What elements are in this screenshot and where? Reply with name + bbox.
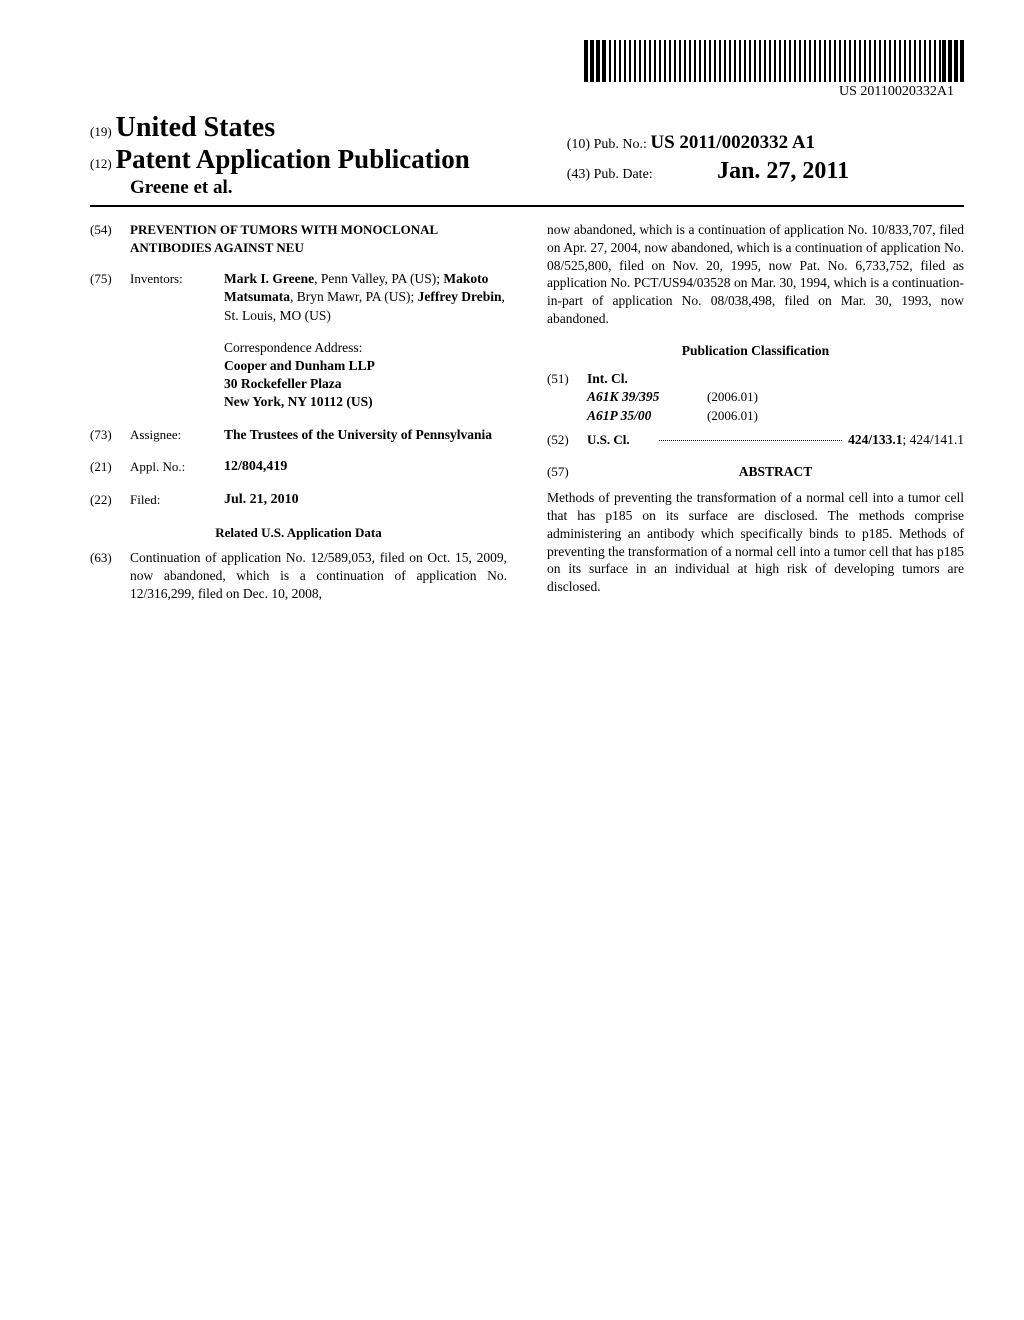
- title-text: PREVENTION OF TUMORS WITH MONOCLONAL ANT…: [130, 221, 507, 256]
- correspondence-label: Correspondence Address:: [224, 339, 507, 357]
- assignee-field: (73) Assignee: The Trustees of the Unive…: [90, 426, 507, 444]
- uscl-label: U.S. Cl.: [587, 431, 659, 449]
- correspondence-line: 30 Rockefeller Plaza: [224, 376, 341, 391]
- abstract-code: (57): [547, 463, 587, 489]
- uscl-dots: [659, 440, 842, 449]
- applno-field: (21) Appl. No.: 12/804,419: [90, 458, 507, 477]
- intcl-label: Int. Cl.: [587, 371, 628, 386]
- title-code: (54): [90, 221, 130, 256]
- uscl-field: (52) U.S. Cl. 424/133.1; 424/141.1: [547, 431, 964, 449]
- title-field: (54) PREVENTION OF TUMORS WITH MONOCLONA…: [90, 221, 507, 256]
- inventor-name: Jeffrey Drebin: [418, 289, 502, 304]
- assignee-code: (73): [90, 426, 130, 444]
- barcode: [584, 40, 964, 82]
- intcl-class: A61K 39/395: [587, 388, 707, 406]
- abstract-body: Methods of preventing the transformation…: [547, 489, 964, 596]
- pubdate-label: Pub. Date:: [594, 167, 714, 183]
- intcl-row: A61K 39/395 (2006.01): [587, 388, 964, 406]
- intcl-row: A61P 35/00 (2006.01): [587, 407, 964, 425]
- correspondence-line: Cooper and Dunham LLP: [224, 358, 375, 373]
- intcl-year: (2006.01): [707, 388, 758, 406]
- intcl-code: (51): [547, 370, 587, 425]
- filed-field: (22) Filed: Jul. 21, 2010: [90, 491, 507, 510]
- country-code: (19): [90, 124, 112, 139]
- related-heading: Related U.S. Application Data: [90, 524, 507, 542]
- intcl-year: (2006.01): [707, 407, 758, 425]
- inventors-code: (75): [90, 270, 130, 325]
- applno-code: (21): [90, 458, 130, 477]
- related-body-left: Continuation of application No. 12/589,0…: [130, 549, 507, 602]
- uscl-value: 424/133.1; 424/141.1: [848, 431, 964, 449]
- related-body-right: now abandoned, which is a continuation o…: [547, 221, 964, 328]
- pubno-value: US 2011/0020332 A1: [650, 132, 815, 153]
- correspondence-block: Correspondence Address: Cooper and Dunha…: [224, 339, 507, 412]
- pubno-label: Pub. No.:: [594, 137, 647, 152]
- abstract-heading: ABSTRACT: [587, 463, 964, 481]
- assignee-value: The Trustees of the University of Pennsy…: [224, 426, 507, 444]
- authors-short: Greene et al.: [90, 177, 567, 199]
- pubtype-code: (12): [90, 156, 112, 171]
- country-name: United States: [116, 112, 275, 143]
- related-code: (63): [90, 549, 130, 602]
- inventor-loc: Bryn Mawr, PA (US): [297, 289, 411, 304]
- filed-code: (22): [90, 491, 130, 510]
- classification-heading: Publication Classification: [547, 342, 964, 360]
- intcl-field: (51) Int. Cl. A61K 39/395 (2006.01) A61P…: [547, 370, 964, 425]
- publication-header: (19) United States (12) Patent Applicati…: [90, 112, 964, 207]
- inventors-list: Mark I. Greene, Penn Valley, PA (US); Ma…: [224, 270, 507, 325]
- pubdate-code: (43): [567, 167, 590, 182]
- inventors-label: Inventors:: [130, 270, 224, 325]
- filed-label: Filed:: [130, 491, 224, 510]
- correspondence-line: New York, NY 10112 (US): [224, 394, 373, 409]
- pubno-code: (10): [567, 137, 590, 152]
- uscl-code: (52): [547, 431, 587, 449]
- inventor-name: Mark I. Greene: [224, 271, 314, 286]
- related-field: (63) Continuation of application No. 12/…: [90, 549, 507, 602]
- inventors-field: (75) Inventors: Mark I. Greene, Penn Val…: [90, 270, 507, 325]
- intcl-class: A61P 35/00: [587, 407, 707, 425]
- filed-value: Jul. 21, 2010: [224, 491, 507, 510]
- assignee-label: Assignee:: [130, 426, 224, 444]
- inventor-loc: St. Louis, MO (US): [224, 308, 331, 323]
- barcode-text: US 20110020332A1: [584, 84, 964, 100]
- pubdate-value: Jan. 27, 2011: [717, 158, 849, 184]
- pubtype-name: Patent Application Publication: [116, 144, 470, 174]
- inventor-loc: Penn Valley, PA (US): [321, 271, 436, 286]
- applno-label: Appl. No.:: [130, 458, 224, 477]
- applno-value: 12/804,419: [224, 458, 507, 477]
